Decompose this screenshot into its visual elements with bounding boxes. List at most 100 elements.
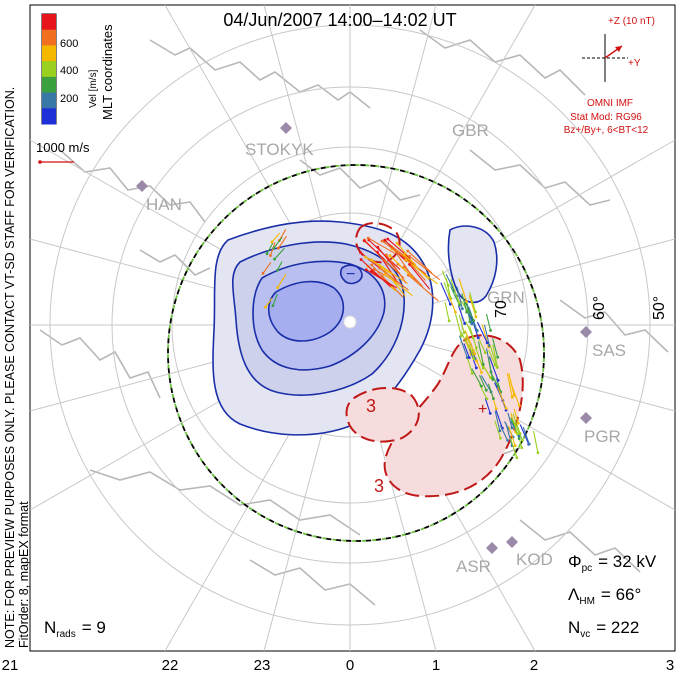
velocity-vector (484, 397, 491, 414)
velocity-vector-origin (380, 239, 384, 243)
velocity-vector-origin (485, 341, 489, 345)
velocity-vector (272, 293, 278, 306)
velocity-vector-origin (362, 239, 366, 243)
imf-bin: Bz+/By+, 6<BT<12 (564, 125, 649, 136)
velocity-vector (360, 259, 392, 288)
velocity-vector-origin (265, 252, 269, 256)
velocity-vector-origin (271, 304, 275, 308)
velocity-vector (511, 418, 518, 435)
velocity-vector-origin (460, 307, 464, 311)
velocity-vector (471, 368, 482, 387)
imf-y-label: +Y (628, 58, 641, 69)
velocity-vector-origin (474, 366, 478, 370)
velocity-vector-origin (378, 266, 381, 270)
velocity-vector (489, 345, 498, 368)
velocity-vector (266, 242, 274, 254)
maximum-marker: + (478, 401, 487, 418)
velocity-vector-origin (476, 336, 480, 340)
velocity-vector (509, 437, 518, 458)
velocity-vector-origin (488, 411, 492, 415)
velocity-vector (381, 275, 404, 298)
velocity-vector-origin (408, 254, 411, 258)
station-label-han: HAN (146, 195, 182, 214)
colorbar-tick-400: 400 (60, 65, 78, 77)
velocity-vector (365, 256, 390, 272)
station-marker (136, 180, 148, 192)
velocity-vector-origin (510, 395, 514, 399)
velocity-vector (467, 313, 478, 332)
colorbar-band (42, 45, 56, 62)
map-title: 04/Jun/2007 14:00–14:02 UT (223, 10, 456, 30)
velocity-vector-origin (408, 262, 411, 266)
velocity-vector-origin (495, 365, 499, 369)
velocity-vector (476, 321, 488, 344)
velocity-vector (444, 302, 450, 322)
velocity-vector-origin (489, 376, 493, 380)
velocity-vector (262, 261, 272, 274)
mlt-tick: 21 (2, 657, 19, 674)
mlt-tick: 23 (254, 657, 271, 674)
velocity-vector-origin (276, 268, 279, 272)
velocity-vector (456, 286, 463, 309)
reference-vector-dot (38, 160, 42, 164)
station-label-sas: SAS (592, 341, 626, 360)
velocity-vector-origin (463, 322, 467, 325)
imf-z-label: +Z (10 nT) (608, 16, 655, 27)
fitorder-note: FitOrder: 8, mapEX format (17, 501, 31, 648)
velocity-vector (278, 229, 287, 241)
velocity-vector-origin (376, 245, 380, 249)
velocity-vector-origin (406, 249, 410, 253)
velocity-vector-origin (270, 240, 274, 244)
velocity-vector-origin (358, 250, 362, 254)
velocity-vector-origin (480, 371, 483, 374)
velocity-vector (405, 259, 438, 285)
velocity-vector-origin (474, 315, 478, 319)
velocity-vector (468, 344, 475, 359)
velocity-vector (407, 250, 433, 274)
velocity-vector-origin (402, 253, 406, 257)
velocity-vector-origin (364, 255, 367, 259)
velocity-vector-origin (380, 274, 384, 278)
velocity-vector-origin (470, 322, 474, 326)
velocity-vector-origin (504, 407, 508, 410)
velocity-vector (277, 235, 288, 249)
velocity-vector-origin (491, 378, 495, 381)
velocity-vector (512, 413, 521, 434)
imf-clock-dial: +Z (10 nT) +Y OMNI IMF Stat Mod: RG96 Bz… (564, 16, 655, 136)
velocity-vector-origin (494, 407, 498, 411)
colorbar-tick-200: 200 (60, 93, 78, 105)
velocity-vector-origin (446, 283, 450, 287)
velocity-vector (387, 238, 411, 260)
velocity-vector-origin (515, 456, 519, 460)
colorbar-bands (42, 14, 56, 125)
vector-count: Nvc = 222 (568, 618, 639, 640)
velocity-vector-origin (483, 351, 487, 355)
velocity-vector-origin (261, 271, 265, 275)
velocity-vector (381, 240, 414, 265)
velocity-vector-origin (457, 301, 461, 305)
velocity-vector (468, 295, 477, 317)
velocity-vector (494, 410, 501, 432)
colorbar: 600 400 200 Vel [m/s] (41, 13, 99, 125)
velocity-vector-origin (269, 254, 272, 258)
velocity-vector (464, 330, 476, 354)
hm-boundary-latitude: ΛHM = 66° (568, 585, 641, 607)
velocity-vector (367, 237, 396, 254)
velocity-vector (273, 236, 283, 249)
velocity-vector (458, 314, 465, 333)
velocity-vector (409, 264, 431, 290)
velocity-vector-origin (520, 446, 524, 450)
station-marker (280, 122, 292, 134)
station-marker (580, 326, 592, 338)
velocity-vector (488, 356, 499, 381)
velocity-vector-origin (448, 302, 452, 306)
lat-label-60: 60° (591, 296, 608, 320)
velocity-vector (506, 373, 513, 398)
cross-polar-potential: Φpc = 32 kV (568, 552, 657, 574)
velocity-vector (450, 278, 460, 303)
velocity-vector-origin (388, 254, 392, 257)
colorbar-band (42, 108, 56, 125)
velocity-vector (467, 358, 473, 374)
velocity-vector (464, 301, 475, 321)
station-marker (580, 412, 592, 424)
